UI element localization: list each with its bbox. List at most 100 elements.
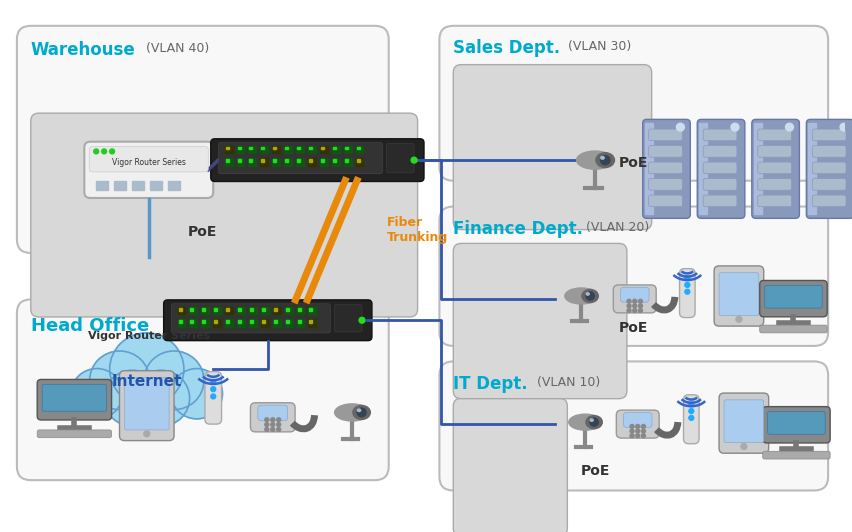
FancyBboxPatch shape (806, 119, 852, 218)
Bar (179, 320, 181, 323)
FancyBboxPatch shape (440, 361, 828, 491)
Bar (225, 146, 233, 153)
Circle shape (265, 418, 268, 422)
Bar (214, 307, 217, 311)
Bar (355, 146, 364, 153)
Bar (238, 159, 240, 162)
Bar (237, 319, 245, 327)
Bar (355, 158, 364, 166)
FancyBboxPatch shape (812, 179, 846, 190)
Bar (320, 146, 328, 153)
Text: (VLAN 10): (VLAN 10) (537, 376, 600, 389)
Circle shape (101, 149, 106, 154)
FancyBboxPatch shape (719, 393, 769, 453)
Bar (213, 319, 222, 327)
FancyBboxPatch shape (171, 304, 331, 333)
FancyBboxPatch shape (616, 410, 659, 438)
FancyBboxPatch shape (703, 162, 737, 174)
Bar (321, 159, 324, 162)
Text: (VLAN 30): (VLAN 30) (568, 40, 631, 53)
FancyBboxPatch shape (703, 195, 737, 207)
Text: PoE: PoE (580, 464, 610, 478)
Bar (249, 146, 256, 153)
Bar (273, 146, 280, 153)
Circle shape (627, 300, 631, 303)
FancyBboxPatch shape (760, 325, 827, 333)
FancyBboxPatch shape (42, 384, 106, 411)
Bar (296, 146, 304, 153)
Bar (132, 180, 144, 190)
Circle shape (144, 431, 150, 437)
FancyBboxPatch shape (703, 146, 737, 157)
Bar (308, 146, 316, 153)
FancyBboxPatch shape (258, 405, 288, 421)
Bar (226, 159, 228, 162)
Circle shape (133, 370, 190, 426)
FancyBboxPatch shape (440, 206, 828, 346)
Bar (308, 306, 316, 314)
Bar (249, 158, 256, 166)
Ellipse shape (565, 288, 597, 304)
FancyBboxPatch shape (334, 305, 362, 332)
Circle shape (94, 149, 99, 154)
Circle shape (736, 317, 742, 322)
Bar (273, 319, 280, 327)
Circle shape (676, 123, 684, 131)
FancyBboxPatch shape (648, 179, 682, 190)
Bar (309, 159, 312, 162)
Bar (297, 307, 301, 311)
Circle shape (638, 300, 642, 303)
Circle shape (741, 444, 747, 450)
Bar (96, 180, 108, 190)
Circle shape (271, 428, 274, 431)
Bar (333, 146, 336, 149)
Circle shape (688, 402, 694, 407)
FancyBboxPatch shape (89, 146, 208, 172)
Text: Fiber
Trunking: Fiber Trunking (387, 216, 448, 244)
Bar (285, 320, 289, 323)
Bar (809, 123, 816, 214)
Circle shape (630, 425, 634, 428)
FancyBboxPatch shape (757, 162, 792, 174)
Circle shape (265, 428, 268, 431)
Bar (225, 319, 233, 327)
Bar (285, 146, 292, 153)
Bar (261, 319, 268, 327)
Bar (296, 319, 304, 327)
Bar (309, 146, 312, 149)
Circle shape (271, 418, 274, 422)
Circle shape (633, 309, 636, 312)
Ellipse shape (590, 418, 598, 426)
Circle shape (642, 425, 646, 428)
FancyBboxPatch shape (37, 430, 112, 438)
FancyBboxPatch shape (84, 142, 213, 198)
FancyBboxPatch shape (219, 143, 383, 174)
Bar (249, 306, 257, 314)
Bar (201, 319, 210, 327)
Bar (285, 307, 289, 311)
Circle shape (210, 387, 216, 392)
Bar (308, 158, 316, 166)
Bar (261, 306, 268, 314)
Bar (214, 320, 217, 323)
FancyBboxPatch shape (453, 64, 652, 230)
Bar (114, 180, 126, 190)
Circle shape (840, 123, 848, 131)
FancyBboxPatch shape (763, 451, 830, 459)
FancyBboxPatch shape (119, 371, 174, 440)
Text: PoE: PoE (619, 156, 648, 170)
Ellipse shape (586, 292, 595, 300)
Bar (296, 306, 304, 314)
Bar (285, 319, 292, 327)
Bar (225, 158, 233, 166)
Bar (238, 320, 241, 323)
FancyBboxPatch shape (210, 139, 424, 181)
Text: (VLAN 20): (VLAN 20) (586, 221, 649, 234)
Bar (273, 146, 276, 149)
Circle shape (71, 369, 123, 419)
Circle shape (277, 418, 280, 422)
Bar (262, 159, 264, 162)
FancyBboxPatch shape (648, 162, 682, 174)
Circle shape (636, 429, 640, 433)
Circle shape (110, 333, 184, 405)
